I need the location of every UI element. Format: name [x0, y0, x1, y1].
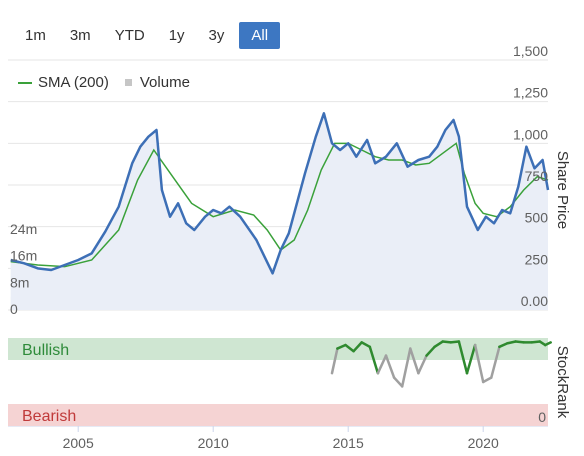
volume-tick-label: 0 — [10, 301, 18, 317]
volume-tick-label: 16m — [10, 248, 37, 264]
stockrank-segment — [417, 354, 428, 375]
stockrank-segment — [392, 376, 404, 388]
price-tick-label: 0.00 — [521, 293, 548, 309]
stockrank-segment — [344, 343, 355, 353]
range-ytd-button[interactable]: YTD — [106, 22, 154, 49]
bearish-label: Bearish — [22, 408, 76, 425]
sma-line — [10, 142, 549, 268]
stockrank-segment — [400, 347, 412, 388]
stockrank-segment — [465, 343, 477, 375]
sma-legend-swatch — [18, 81, 32, 84]
bullish-label: Bullish — [22, 342, 69, 359]
price-tick-label: 1,000 — [513, 126, 548, 142]
price-line — [10, 112, 550, 275]
stockrank-segment — [498, 342, 509, 349]
stockrank-segment — [368, 345, 380, 375]
stockrank-segment — [457, 340, 469, 375]
stockrank-zero-label: 0 — [538, 409, 546, 425]
stockrank-segment — [490, 345, 501, 379]
bullish-band — [8, 338, 548, 360]
price-tick-label: 1,250 — [513, 85, 548, 101]
stockrank-segment — [336, 343, 347, 350]
x-tick-label: 2005 — [63, 435, 94, 451]
range-all-button[interactable]: All — [239, 21, 281, 49]
price-tick-label: 750 — [525, 168, 549, 184]
range-selector: 1m 3m YTD 1y 3y All — [16, 20, 281, 50]
x-tick-label: 2020 — [468, 435, 499, 451]
price-axis-title: Share Price — [554, 151, 571, 229]
range-3y-button[interactable]: 3y — [200, 22, 234, 49]
stockrank-segment — [360, 341, 372, 349]
price-tick-label: 250 — [525, 251, 549, 267]
stockrank-segment — [481, 376, 493, 384]
stockrank-segment — [506, 340, 517, 345]
stockrank-segment — [449, 340, 461, 344]
chart-legend: SMA (200) Volume — [18, 74, 190, 91]
price-tick-label: 1,500 — [513, 43, 548, 59]
volume-tick-label: 8m — [10, 274, 29, 290]
x-tick-label: 2010 — [198, 435, 229, 451]
stockrank-segment — [441, 340, 453, 344]
stockrank-segment — [530, 340, 542, 344]
range-3m-button[interactable]: 3m — [61, 22, 100, 49]
x-tick-label: 2015 — [333, 435, 364, 451]
range-1m-button[interactable]: 1m — [16, 22, 55, 49]
price-tick-label: 500 — [525, 210, 549, 226]
stockrank-axis-title: StockRank — [554, 346, 571, 419]
stockrank-segment — [330, 347, 339, 375]
stockrank-segment — [409, 347, 420, 375]
range-1y-button[interactable]: 1y — [160, 22, 194, 49]
volume-legend-swatch — [124, 79, 132, 86]
stockrank-segment — [544, 341, 552, 347]
bearish-band — [8, 404, 548, 426]
stockrank-segment — [376, 354, 388, 375]
volume-legend-label[interactable]: Volume — [139, 74, 190, 91]
stockrank-segment — [425, 345, 436, 357]
stockrank-segment — [384, 354, 396, 379]
stockrank-segment — [514, 340, 525, 344]
stockrank-segment — [352, 341, 363, 353]
sma-legend-label[interactable]: SMA (200) — [38, 74, 109, 91]
stockrank-segment — [473, 343, 485, 384]
price-area — [10, 113, 548, 310]
stockrank-segment — [433, 340, 444, 349]
volume-tick-label: 24m — [10, 221, 37, 237]
